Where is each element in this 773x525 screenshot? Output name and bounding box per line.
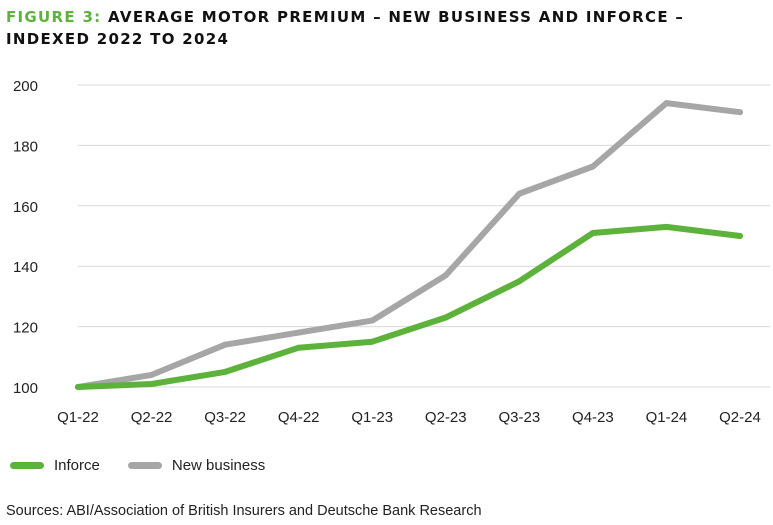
legend-label-new-business: New business xyxy=(171,456,266,474)
x-tick-label-Q4-22: Q4-22 xyxy=(278,409,320,426)
data-point-new-business-Q1-23 xyxy=(369,317,376,324)
data-point-inforce-Q3-23 xyxy=(516,278,523,285)
series-line-new-business xyxy=(75,100,743,390)
x-tick-label-Q2-23: Q2-23 xyxy=(425,409,467,426)
y-tick-label-180: 180 xyxy=(13,138,38,155)
legend-swatch-inforce xyxy=(10,461,44,469)
x-tick-label-Q3-22: Q3-22 xyxy=(204,409,246,426)
data-point-inforce-Q2-24 xyxy=(737,233,743,239)
data-point-new-business-Q3-23 xyxy=(516,190,523,197)
title-line-1: AVERAGE MOTOR PREMIUM – NEW BUSINESS AND… xyxy=(108,8,685,26)
figure-label: FIGURE 3: xyxy=(6,8,102,26)
data-point-new-business-Q1-24 xyxy=(663,100,670,107)
x-tick-label-Q2-24: Q2-24 xyxy=(719,409,761,426)
data-point-new-business-Q4-23 xyxy=(589,163,596,170)
y-tick-label-140: 140 xyxy=(13,259,38,276)
source-note: Sources: ABI/Association of British Insu… xyxy=(6,503,482,519)
data-point-inforce-Q1-24 xyxy=(663,223,670,230)
legend-swatch-new-business xyxy=(127,461,162,469)
legend-item-inforce: Inforce xyxy=(10,457,100,474)
data-point-inforce-Q3-22 xyxy=(222,368,229,375)
data-point-inforce-Q1-22 xyxy=(75,384,81,390)
y-tick-label-100: 100 xyxy=(13,380,38,397)
legend: Inforce New business xyxy=(10,454,293,476)
y-tick-label-200: 200 xyxy=(13,78,38,95)
x-tick-label-Q1-23: Q1-23 xyxy=(351,409,393,426)
y-tick-label-160: 160 xyxy=(13,199,38,216)
data-point-inforce-Q2-22 xyxy=(148,380,155,387)
x-tick-label-Q3-23: Q3-23 xyxy=(498,409,540,426)
x-tick-label-Q2-22: Q2-22 xyxy=(131,409,173,426)
data-point-new-business-Q4-22 xyxy=(295,329,302,336)
data-point-inforce-Q4-23 xyxy=(589,229,596,236)
gridlines xyxy=(78,84,770,388)
data-point-new-business-Q2-24 xyxy=(737,109,743,116)
data-point-inforce-Q2-23 xyxy=(442,314,449,321)
y-tick-label-120: 120 xyxy=(13,320,38,337)
series-lines xyxy=(75,100,743,390)
series-line-inforce xyxy=(75,223,743,390)
legend-label-inforce: Inforce xyxy=(54,456,100,474)
data-point-new-business-Q2-23 xyxy=(442,272,449,279)
title-line-2: INDEXED 2022 TO 2024 xyxy=(6,30,230,48)
y-axis-tick-labels: 100 120 140 160 180 200 xyxy=(13,78,38,397)
data-point-new-business-Q2-22 xyxy=(148,371,155,378)
x-tick-label-Q4-23: Q4-23 xyxy=(572,409,614,426)
legend-item-new-business: New business xyxy=(127,456,266,474)
data-point-inforce-Q4-22 xyxy=(295,344,302,351)
data-point-inforce-Q1-23 xyxy=(369,338,376,345)
x-tick-label-Q1-24: Q1-24 xyxy=(646,409,688,426)
chart-title: FIGURE 3: AVERAGE MOTOR PREMIUM – NEW BU… xyxy=(6,6,766,50)
data-point-new-business-Q3-22 xyxy=(222,341,229,348)
x-axis-tick-labels: Q1-22 Q2-22 Q3-22 Q4-22 Q1-23 Q2-23 Q3-23 Q4-23… xyxy=(57,409,761,426)
x-tick-label-Q1-22: Q1-22 xyxy=(57,409,99,426)
